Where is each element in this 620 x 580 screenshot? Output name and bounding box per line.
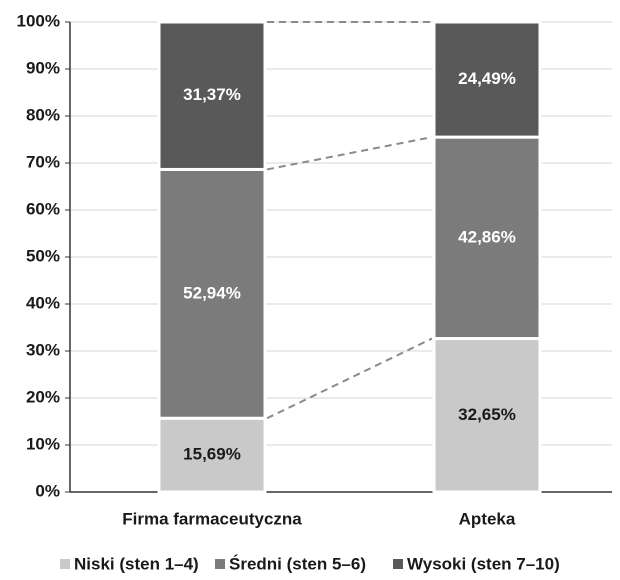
legend-label: Niski (sten 1–4) — [74, 554, 199, 573]
y-tick-label: 80% — [26, 105, 60, 124]
x-tick-label: Firma farmaceutyczna — [122, 509, 302, 528]
bar-segment — [157, 167, 267, 420]
legend-swatch — [393, 559, 403, 569]
y-tick-label: 50% — [26, 246, 60, 265]
legend-swatch — [60, 559, 70, 569]
data-label: 52,94% — [183, 283, 241, 302]
y-tick-label: 10% — [26, 434, 60, 453]
connector-line — [266, 337, 433, 420]
data-label: 24,49% — [458, 69, 516, 88]
bar-segment — [157, 416, 267, 494]
legend-label: Średni (sten 5–6) — [229, 554, 366, 573]
y-tick-label: 100% — [17, 11, 60, 30]
y-tick-label: 0% — [35, 481, 60, 500]
data-label: 31,37% — [183, 85, 241, 104]
data-label: 42,86% — [458, 227, 516, 246]
y-tick-label: 70% — [26, 152, 60, 171]
legend-swatch — [215, 559, 225, 569]
x-tick-label: Apteka — [459, 509, 516, 528]
y-tick-label: 40% — [26, 293, 60, 312]
bar-segment — [157, 20, 267, 171]
bar-segment — [432, 20, 542, 139]
y-tick-label: 20% — [26, 387, 60, 406]
legend-label: Wysoki (sten 7–10) — [407, 554, 560, 573]
y-tick-label: 60% — [26, 199, 60, 218]
data-label: 32,65% — [458, 405, 516, 424]
y-tick-label: 30% — [26, 340, 60, 359]
connector-line — [266, 136, 433, 171]
data-label: 15,69% — [183, 445, 241, 464]
y-tick-label: 90% — [26, 58, 60, 77]
